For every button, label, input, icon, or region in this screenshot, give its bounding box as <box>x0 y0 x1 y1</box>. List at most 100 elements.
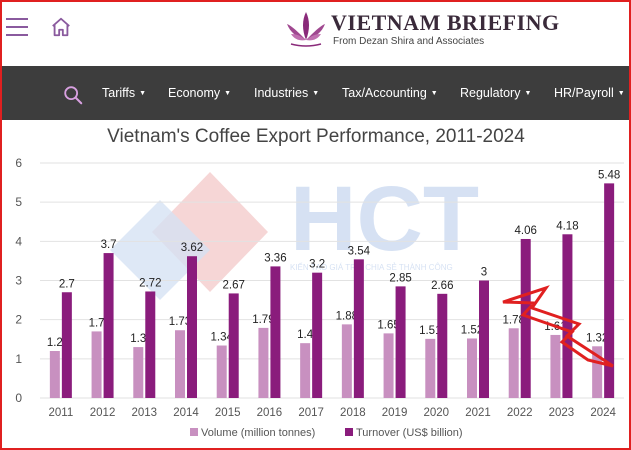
bar-volume <box>508 328 519 398</box>
data-label-turnover: 3.36 <box>264 252 286 264</box>
bar-volume <box>300 343 311 398</box>
bar-turnover <box>145 291 156 398</box>
data-label-volume: 1.79 <box>252 314 274 326</box>
legend-swatch <box>190 428 198 436</box>
site-header: VIETNAM BRIEFING From Dezan Shira and As… <box>0 0 631 66</box>
data-label-volume: 1.32 <box>586 332 608 344</box>
data-label-turnover: 2.85 <box>389 272 411 284</box>
home-icon[interactable] <box>50 16 72 38</box>
legend-swatch <box>345 428 353 436</box>
nav-item-regulatory[interactable]: Regulatory ▼ <box>460 86 531 100</box>
bar-turnover <box>604 183 615 398</box>
chart-container: HCT KIẾN TẠO GIÁ TRỊ - CHIA SẺ THÀNH CÔN… <box>0 120 631 450</box>
chevron-down-icon: ▼ <box>524 90 532 98</box>
bar-volume <box>133 347 144 398</box>
data-label-turnover: 2.72 <box>139 277 161 289</box>
x-tick-label: 2014 <box>173 407 199 419</box>
menu-icon[interactable] <box>6 18 28 38</box>
x-tick-label: 2024 <box>590 407 616 419</box>
decline-arrow-annotation <box>502 285 614 368</box>
bar-volume <box>175 330 185 398</box>
bar-turnover <box>353 259 364 398</box>
data-label-volume: 1.52 <box>461 324 483 336</box>
data-label-volume: 1.78 <box>503 314 525 326</box>
data-label-turnover: 3.54 <box>348 245 371 257</box>
bars: 1.2 2.7 1.7 3.7 1.3 2.72 1.73 3.62 1.34 2.67 1.79 3… <box>47 169 620 398</box>
x-tick-label: 2013 <box>131 407 157 419</box>
nav-item-label: Tax/Accounting <box>342 86 427 100</box>
data-label-turnover: 4.18 <box>556 220 578 232</box>
data-label-volume: 1.73 <box>169 316 191 328</box>
x-tick-label: 2016 <box>257 407 283 419</box>
bar-volume <box>216 345 227 398</box>
nav-item-label: Economy <box>168 86 221 100</box>
data-label-turnover: 2.7 <box>59 278 75 290</box>
bar-volume <box>341 324 352 398</box>
legend-label: Volume (million tonnes) <box>201 427 315 439</box>
x-tick-label: 2021 <box>465 407 491 419</box>
nav-item-hr-payroll[interactable]: HR/Payroll ▼ <box>554 86 625 100</box>
coffee-export-chart: HCT KIẾN TẠO GIÁ TRỊ - CHIA SẺ THÀNH CÔN… <box>15 126 624 439</box>
data-label-turnover: 2.66 <box>431 280 453 292</box>
watermark-text: HCT <box>290 168 479 270</box>
y-tick-label: 5 <box>15 195 22 209</box>
nav-item-economy[interactable]: Economy ▼ <box>168 86 231 100</box>
bar-turnover <box>61 292 72 398</box>
data-label-volume: 1.3 <box>130 333 146 345</box>
bar-turnover <box>520 238 531 398</box>
legend: Volume (million tonnes) Turnover (US$ bil… <box>190 427 463 439</box>
bar-turnover <box>103 253 114 398</box>
x-tick-label: 2018 <box>340 407 366 419</box>
x-tick-label: 2015 <box>215 407 241 419</box>
y-axis-ticks: 0 1 2 3 4 5 6 <box>15 156 22 405</box>
bar-volume <box>425 338 436 398</box>
nav-item-label: Regulatory <box>460 86 521 100</box>
chevron-down-icon: ▼ <box>224 90 232 98</box>
search-icon[interactable] <box>62 84 84 106</box>
data-label-volume: 1.7 <box>89 317 105 329</box>
y-tick-label: 1 <box>15 352 22 366</box>
bar-turnover <box>312 272 323 398</box>
bar-turnover <box>270 266 281 398</box>
data-label-turnover: 3.7 <box>101 239 117 251</box>
data-label-turnover: 3 <box>481 267 487 279</box>
bar-turnover <box>479 280 489 398</box>
bar-volume <box>592 346 603 398</box>
y-tick-label: 6 <box>15 156 22 170</box>
data-label-volume: 1.65 <box>377 319 399 331</box>
bar-turnover <box>228 293 239 398</box>
y-tick-label: 0 <box>15 391 22 405</box>
data-label-turnover: 5.48 <box>598 169 620 181</box>
bar-turnover <box>562 234 573 398</box>
nav-item-label: HR/Payroll <box>554 86 614 100</box>
nav-item-label: Tariffs <box>102 86 136 100</box>
brand-tagline: From Dezan Shira and Associates <box>333 36 485 47</box>
nav-item-tax-accounting[interactable]: Tax/Accounting ▼ <box>342 86 438 100</box>
brand-name: VIETNAM BRIEFING <box>331 10 560 35</box>
chart-title: Vietnam's Coffee Export Performance, 201… <box>107 126 525 147</box>
data-label-turnover: 2.67 <box>223 279 245 291</box>
data-label-turnover: 3.62 <box>181 242 203 254</box>
bar-volume <box>467 338 477 398</box>
chevron-down-icon: ▼ <box>139 90 147 98</box>
bar-turnover <box>395 286 406 398</box>
bar-turnover <box>187 256 197 398</box>
x-tick-label: 2017 <box>298 407 324 419</box>
legend-label: Turnover (US$ billion) <box>356 427 463 439</box>
data-label-volume: 1.88 <box>336 310 358 322</box>
chevron-down-icon: ▼ <box>617 90 625 98</box>
nav-item-industries[interactable]: Industries ▼ <box>254 86 319 100</box>
watermark-tagline: KIẾN TẠO GIÁ TRỊ - CHIA SẺ THÀNH CÔNG <box>290 262 453 272</box>
x-tick-label: 2020 <box>423 407 449 419</box>
bar-volume <box>550 334 561 398</box>
data-label-volume: 1.2 <box>47 337 63 349</box>
nav-item-label: Industries <box>254 86 309 100</box>
bar-volume <box>383 333 394 398</box>
x-tick-label: 2023 <box>549 407 575 419</box>
data-label-turnover: 4.06 <box>515 225 537 237</box>
chevron-down-icon: ▼ <box>312 90 320 98</box>
x-tick-label: 2019 <box>382 407 408 419</box>
y-tick-label: 2 <box>15 313 22 327</box>
nav-item-tariffs[interactable]: Tariffs ▼ <box>102 86 146 100</box>
main-nav: Tariffs ▼ Economy ▼ Industries ▼ Tax/Accoun… <box>0 66 631 120</box>
